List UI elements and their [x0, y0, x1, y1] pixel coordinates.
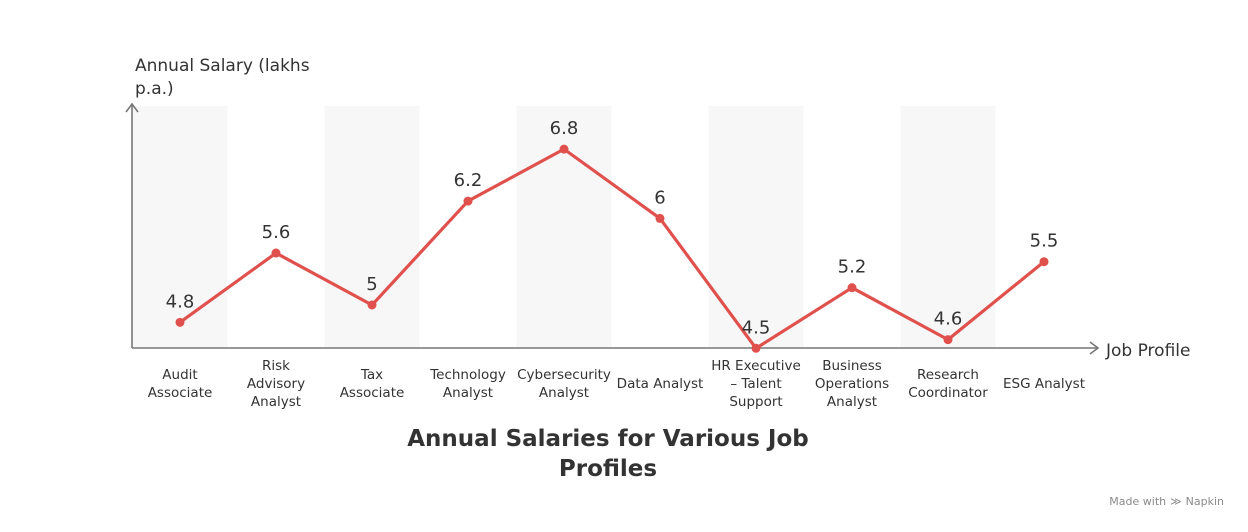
x-tick-label: Audit Associate — [148, 367, 213, 401]
x-tick-label: ESG Analyst — [1003, 376, 1085, 392]
data-point — [463, 196, 473, 206]
category-band — [708, 106, 804, 348]
y-axis-label: Annual Salary (lakhs p.a.) — [135, 56, 310, 99]
x-tick-label: Cybersecurity Analyst — [517, 367, 611, 401]
data-label: 5 — [366, 274, 377, 295]
x-tick-label: Research Coordinator — [908, 367, 988, 401]
category-band — [132, 106, 228, 348]
data-label: 5.5 — [1030, 231, 1059, 252]
data-point — [943, 335, 953, 345]
data-label: 4.6 — [934, 309, 963, 330]
data-point — [1039, 257, 1049, 267]
y-axis-arrow-icon — [125, 102, 139, 113]
data-point — [751, 343, 761, 353]
x-axis-arrow-icon — [1089, 341, 1100, 355]
series-line — [178, 147, 1046, 350]
watermark: Made with ≫ Napkin — [1109, 495, 1224, 508]
data-point — [175, 317, 185, 327]
x-tick-label: Technology Analyst — [429, 367, 506, 401]
data-label: 5.2 — [838, 257, 867, 278]
data-point — [367, 300, 377, 310]
data-point — [655, 213, 665, 223]
chart-title: Annual Salaries for Various Job Profiles — [407, 426, 809, 482]
category-band — [516, 106, 612, 348]
data-label: 4.5 — [742, 317, 771, 338]
x-tick-label: Data Analyst — [617, 376, 704, 392]
data-label: 5.6 — [262, 222, 291, 243]
made-with-text: Made with — [1109, 495, 1167, 508]
x-tick-label: HR Executive – Talent Support — [711, 358, 801, 410]
x-tick-label: Business Operations Analyst — [815, 358, 889, 410]
data-label: 6.2 — [454, 170, 483, 191]
category-band — [900, 106, 996, 348]
data-point — [847, 283, 857, 293]
napkin-logo-icon: ≫ — [1170, 495, 1182, 508]
data-point — [559, 144, 569, 154]
data-label: 6 — [654, 187, 665, 208]
brand-text: Napkin — [1185, 495, 1224, 508]
x-tick-label: Tax Associate — [340, 367, 405, 401]
x-tick-label: Risk Advisory Analyst — [247, 358, 305, 410]
data-label: 4.8 — [166, 291, 195, 312]
data-label: 6.8 — [550, 118, 579, 139]
data-point — [271, 248, 281, 258]
category-band — [324, 106, 420, 348]
x-axis-label: Job Profile — [1105, 341, 1190, 361]
